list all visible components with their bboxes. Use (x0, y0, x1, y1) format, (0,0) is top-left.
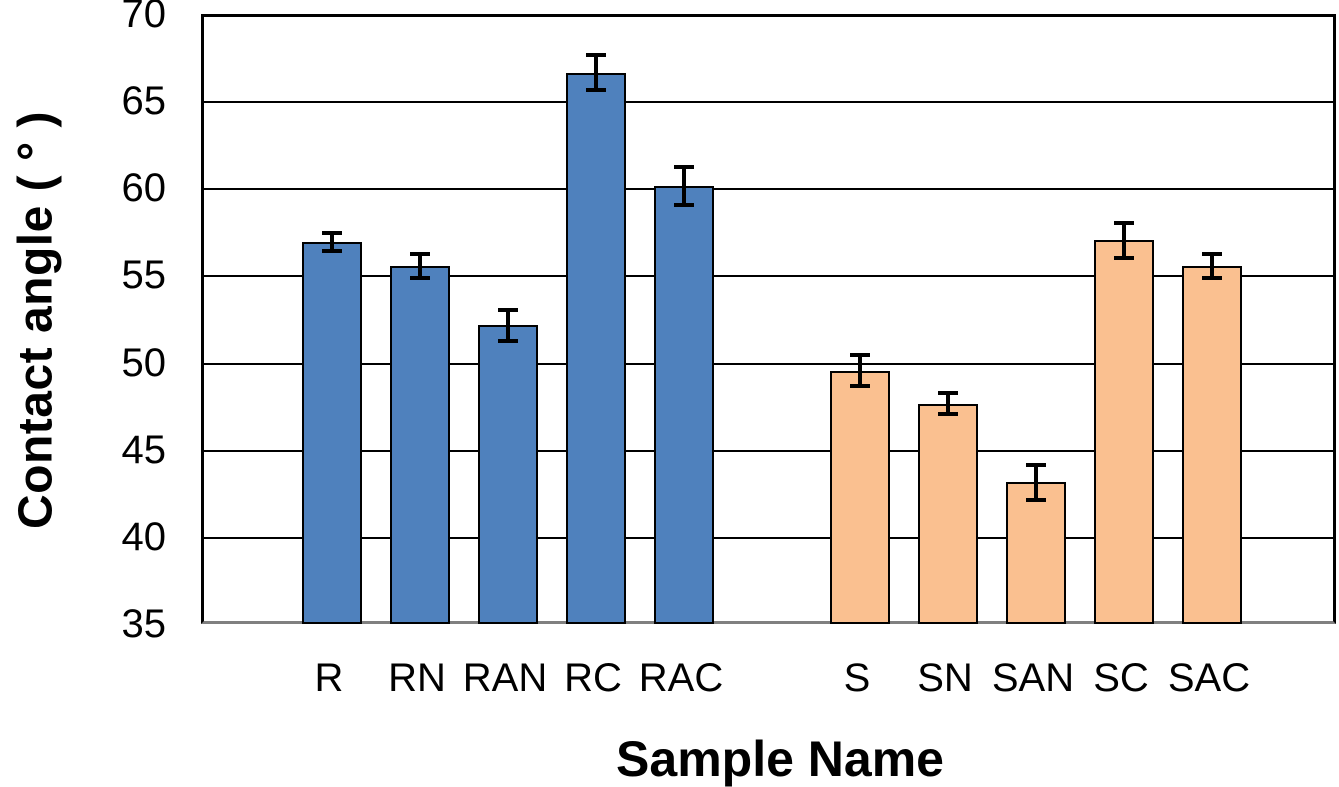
x-tick-R: R (314, 656, 344, 700)
bar-SAC (1182, 266, 1242, 624)
x-axis-title: Sample Name (616, 731, 944, 787)
x-tick-RAN: RAN (462, 656, 548, 700)
x-tick-S: S (843, 656, 871, 700)
bar-RN (390, 266, 450, 624)
error-cap-bottom-R (322, 248, 342, 253)
error-bar-S (858, 355, 862, 387)
gridline-60 (204, 188, 1333, 191)
y-tick-70: 70 (121, 0, 167, 36)
error-bar-RAN (506, 309, 510, 342)
error-bar-R (330, 233, 334, 251)
plot-area (201, 14, 1336, 624)
bar-SC (1094, 240, 1154, 624)
bar-RAC (654, 186, 714, 624)
bar-SN (918, 403, 978, 624)
x-tick-SC: SC (1093, 656, 1149, 700)
x-tick-SN: SN (917, 656, 973, 700)
error-bar-RC (594, 55, 598, 91)
error-cap-top-RAC (674, 164, 694, 169)
error-cap-bottom-S (850, 384, 870, 389)
bar-SAN (1006, 482, 1066, 624)
error-bar-SAC (1210, 254, 1214, 279)
bar-R (302, 241, 362, 624)
gridline-50 (204, 362, 1333, 365)
error-cap-top-RC (586, 53, 606, 58)
error-cap-bottom-RAN (498, 339, 518, 344)
y-tick-55: 55 (121, 253, 167, 298)
error-cap-bottom-SAC (1202, 276, 1222, 281)
error-cap-top-RN (410, 252, 430, 257)
x-tick-SAC: SAC (1167, 656, 1251, 700)
y-tick-60: 60 (121, 166, 167, 211)
y-tick-40: 40 (121, 514, 167, 559)
bar-RAN (478, 325, 538, 624)
error-cap-top-SAC (1202, 252, 1222, 257)
error-cap-top-SN (938, 391, 958, 396)
gridline-45 (204, 449, 1333, 452)
y-tick-65: 65 (121, 79, 167, 124)
error-cap-bottom-RC (586, 88, 606, 93)
error-bar-SC (1122, 222, 1126, 258)
error-cap-bottom-SN (938, 412, 958, 417)
gridline-55 (204, 275, 1333, 278)
error-bar-RAC (682, 166, 686, 206)
x-tick-RC: RC (564, 656, 622, 700)
error-bar-SN (946, 393, 950, 415)
gridline-40 (204, 536, 1333, 539)
error-cap-bottom-RN (410, 276, 430, 281)
error-cap-bottom-SC (1114, 255, 1134, 260)
error-cap-top-S (850, 353, 870, 358)
error-cap-top-SC (1114, 220, 1134, 225)
x-tick-RAC: RAC (638, 656, 724, 700)
gridline-65 (204, 101, 1333, 104)
x-tick-RN: RN (388, 656, 446, 700)
y-tick-45: 45 (121, 427, 167, 472)
bar-S (830, 370, 890, 624)
error-bar-RN (418, 254, 422, 279)
error-bar-SAN (1034, 464, 1038, 500)
error-cap-bottom-RAC (674, 203, 694, 208)
error-cap-bottom-SAN (1026, 497, 1046, 502)
x-tick-SAN: SAN (991, 656, 1075, 700)
y-tick-35: 35 (121, 602, 167, 646)
error-cap-top-SAN (1026, 462, 1046, 467)
y-tick-50: 50 (121, 340, 167, 385)
bar-RC (566, 72, 626, 624)
error-cap-top-R (322, 231, 342, 236)
error-cap-top-RAN (498, 307, 518, 312)
